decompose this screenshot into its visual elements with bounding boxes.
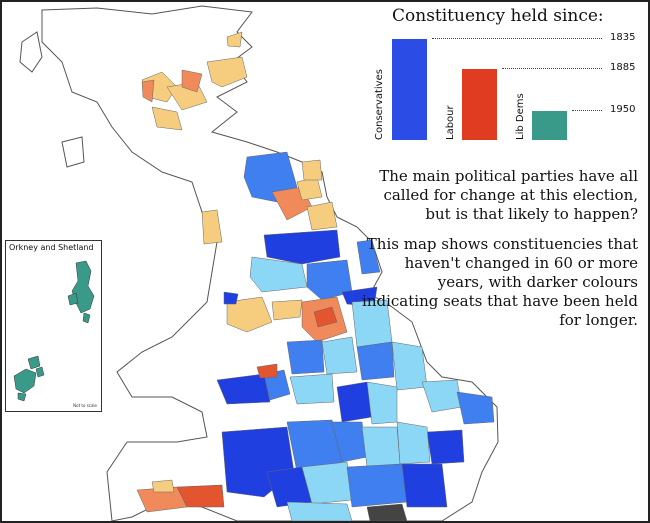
label-conservatives: Conservatives xyxy=(374,69,385,140)
dotline-1835 xyxy=(432,38,602,39)
hebrides xyxy=(19,31,43,73)
dotline-1885 xyxy=(502,68,602,69)
inset-scale-note: Not to scale xyxy=(73,403,97,408)
explanation-paragraph: This map shows constituencies that haven… xyxy=(362,235,638,329)
legend-title: Constituency held since: xyxy=(392,6,604,26)
inset-title: Orkney and Shetland xyxy=(9,243,94,252)
intro-paragraph: The main political parties have all call… xyxy=(379,167,638,223)
bar-conservatives xyxy=(392,39,427,140)
label-libdems: Lib Dems xyxy=(515,93,526,140)
bar-libdems xyxy=(532,111,567,140)
orkney-shetland-map xyxy=(13,260,95,402)
bar-labour xyxy=(462,69,497,140)
year-1835: 1835 xyxy=(610,32,636,43)
orkney-shetland-inset: Orkney and Shetland Not to scale xyxy=(5,240,102,412)
islay xyxy=(61,136,85,168)
year-1950: 1950 xyxy=(610,104,636,115)
year-1885: 1885 xyxy=(610,62,636,73)
label-labour: Labour xyxy=(445,105,456,140)
dotline-1950 xyxy=(572,110,602,111)
